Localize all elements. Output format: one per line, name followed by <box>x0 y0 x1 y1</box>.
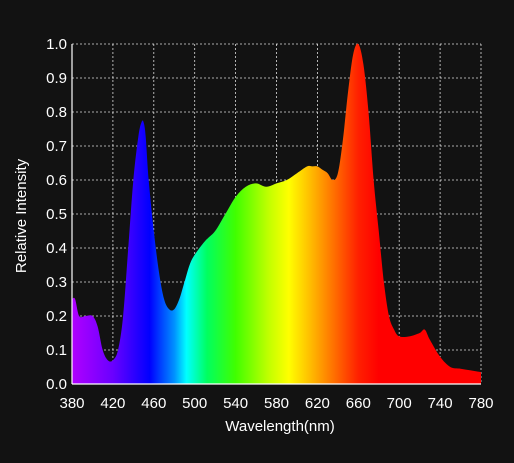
x-tick-label: 380 <box>59 395 84 412</box>
spectrum-area <box>72 43 481 384</box>
y-tick-label: 0.5 <box>46 206 67 223</box>
x-tick-label: 780 <box>468 395 493 412</box>
y-tick-label: 0.0 <box>46 376 67 393</box>
y-tick-labels: 0.0 0.1 0.2 0.3 0.4 0.5 0.6 0.7 0.8 0.9 1.0 <box>46 36 67 393</box>
x-tick-labels: 380 420 460 500 540 580 620 660 700 740 780 <box>59 395 493 412</box>
x-axis-title: Wavelength(nm) <box>225 418 334 435</box>
y-axis-title: Relative Intensity <box>13 158 30 273</box>
x-tick-label: 700 <box>387 395 412 412</box>
y-tick-label: 0.8 <box>46 104 67 121</box>
x-tick-label: 660 <box>346 395 371 412</box>
y-tick-label: 0.2 <box>46 308 67 325</box>
axes <box>71 44 481 385</box>
y-tick-label: 0.9 <box>46 70 67 87</box>
x-tick-label: 460 <box>141 395 166 412</box>
y-tick-label: 0.3 <box>46 274 67 291</box>
x-tick-label: 540 <box>223 395 248 412</box>
x-tick-label: 580 <box>264 395 289 412</box>
y-tick-label: 1.0 <box>46 36 67 53</box>
x-tick-label: 500 <box>182 395 207 412</box>
y-tick-label: 0.6 <box>46 172 67 189</box>
y-tick-label: 0.1 <box>46 342 67 359</box>
x-tick-label: 620 <box>305 395 330 412</box>
x-tick-label: 740 <box>428 395 453 412</box>
x-tick-label: 420 <box>100 395 125 412</box>
y-tick-label: 0.4 <box>46 240 67 257</box>
y-tick-label: 0.7 <box>46 138 67 155</box>
